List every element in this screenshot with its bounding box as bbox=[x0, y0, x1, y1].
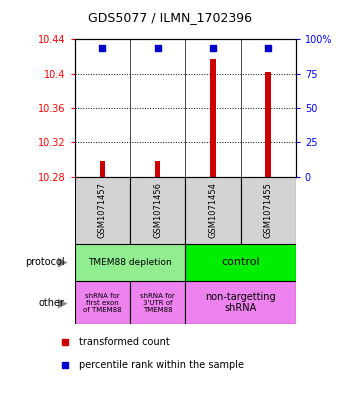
Text: GDS5077 / ILMN_1702396: GDS5077 / ILMN_1702396 bbox=[88, 11, 252, 24]
Text: other: other bbox=[39, 298, 65, 308]
Text: GSM1071456: GSM1071456 bbox=[153, 182, 162, 238]
Text: GSM1071454: GSM1071454 bbox=[208, 182, 217, 238]
Text: GSM1071455: GSM1071455 bbox=[264, 182, 273, 238]
Bar bbox=[75, 244, 185, 281]
Text: protocol: protocol bbox=[25, 257, 65, 267]
Bar bbox=[130, 177, 185, 244]
Text: GSM1071457: GSM1071457 bbox=[98, 182, 107, 238]
Text: transformed count: transformed count bbox=[79, 337, 170, 347]
Text: ▶: ▶ bbox=[58, 296, 68, 309]
Bar bbox=[75, 177, 130, 244]
Text: TMEM88 depletion: TMEM88 depletion bbox=[88, 258, 172, 267]
Bar bbox=[185, 281, 296, 324]
Text: percentile rank within the sample: percentile rank within the sample bbox=[79, 360, 244, 370]
Bar bbox=[266, 72, 271, 177]
Text: shRNA for
first exon
of TMEM88: shRNA for first exon of TMEM88 bbox=[83, 293, 122, 312]
Bar bbox=[241, 177, 296, 244]
Text: ▶: ▶ bbox=[58, 256, 68, 269]
Text: control: control bbox=[221, 257, 260, 267]
Bar bbox=[130, 281, 185, 324]
Bar bbox=[210, 59, 216, 177]
Bar bbox=[75, 281, 130, 324]
Text: shRNA for
3'UTR of
TMEM88: shRNA for 3'UTR of TMEM88 bbox=[140, 293, 175, 312]
Text: non-targetting
shRNA: non-targetting shRNA bbox=[205, 292, 276, 313]
Bar bbox=[100, 162, 105, 177]
Bar bbox=[185, 244, 296, 281]
Bar bbox=[185, 177, 241, 244]
Bar bbox=[155, 162, 160, 177]
